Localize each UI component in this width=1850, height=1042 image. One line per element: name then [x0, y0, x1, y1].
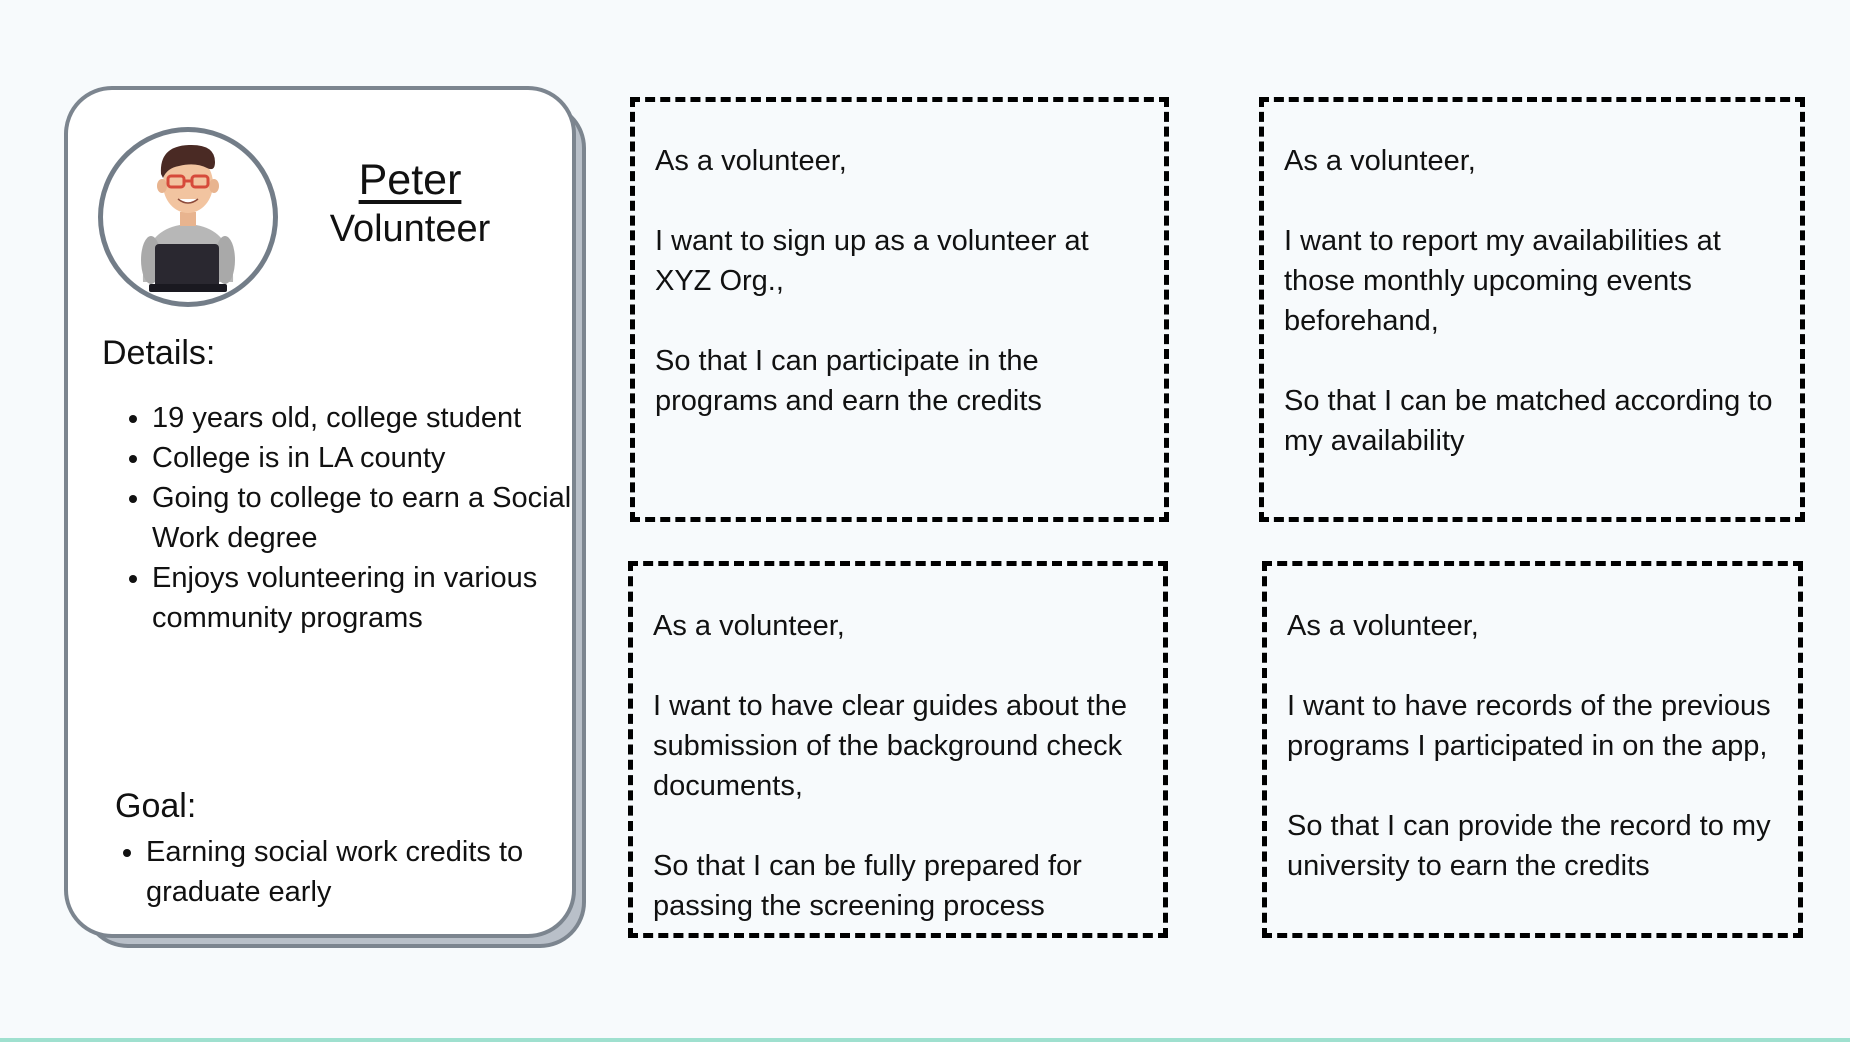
user-story-card: As a volunteer, I want to sign up as a v… — [630, 97, 1169, 522]
story-benefit-line: So that I can provide the record to my u… — [1287, 810, 1771, 882]
list-item: 19 years old, college student — [152, 398, 612, 438]
user-story-card: As a volunteer, I want to report my avai… — [1259, 97, 1805, 522]
bottom-accent-rule — [0, 1038, 1850, 1042]
story-role-line: As a volunteer, — [653, 610, 845, 642]
story-role-line: As a volunteer, — [1287, 610, 1479, 642]
user-story-card: As a volunteer, I want to have records o… — [1262, 561, 1803, 938]
list-item: Enjoys volunteering in various community… — [152, 558, 612, 638]
user-story-card: As a volunteer, I want to have clear gui… — [628, 561, 1168, 938]
persona-name: Peter — [358, 156, 462, 204]
goal-heading: Goal: — [115, 787, 197, 825]
story-want-line: I want to have clear guides about the su… — [653, 690, 1127, 802]
list-item: Earning social work credits to graduate … — [146, 832, 606, 912]
details-heading: Details: — [102, 334, 216, 372]
story-want-line: I want to report my availabilities at th… — [1284, 225, 1721, 337]
list-item: College is in LA county — [152, 438, 612, 478]
list-item: Going to college to earn a Social Work d… — [152, 478, 612, 558]
story-benefit-line: So that I can participate in the program… — [655, 345, 1042, 417]
story-want-line: I want to sign up as a volunteer at XYZ … — [655, 225, 1089, 297]
story-role-line: As a volunteer, — [1284, 145, 1476, 177]
goal-list: Earning social work credits to graduate … — [98, 832, 606, 912]
story-role-line: As a volunteer, — [655, 145, 847, 177]
story-benefit-line: So that I can be matched according to my… — [1284, 385, 1773, 457]
person-with-laptop-icon — [98, 127, 278, 307]
details-list: 19 years old, college student College is… — [104, 398, 612, 638]
persona-role: Volunteer — [329, 208, 491, 250]
story-want-line: I want to have records of the previous p… — [1287, 690, 1771, 762]
story-benefit-line: So that I can be fully prepared for pass… — [653, 850, 1082, 922]
